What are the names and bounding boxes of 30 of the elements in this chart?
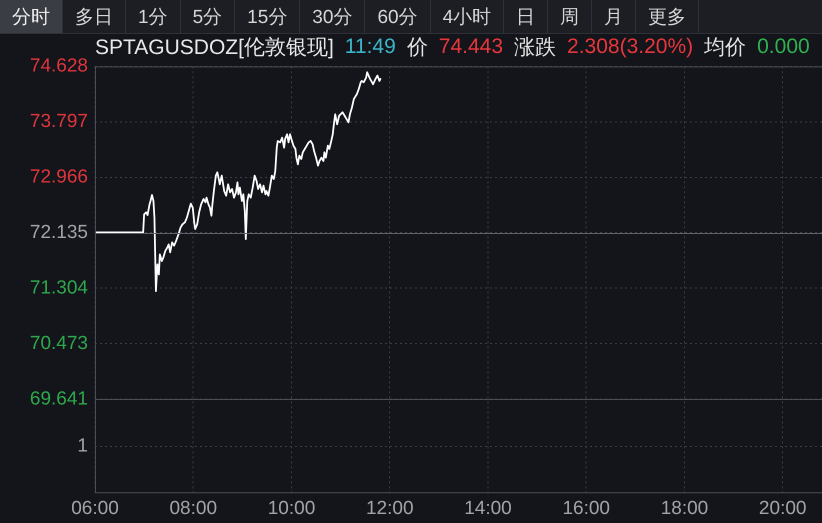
y-tick-label: 73.797	[30, 111, 88, 132]
tab: 5分	[180, 0, 236, 33]
tab: 30分	[300, 0, 366, 33]
tab: 月	[592, 0, 636, 33]
y-tick-label: 70.473	[30, 332, 88, 354]
y-tick-label: 71.304	[30, 277, 88, 298]
tab: 15分	[235, 0, 300, 33]
x-tick-label: 12:00	[366, 498, 414, 519]
tab: 分时	[0, 0, 63, 33]
tab: 更多	[636, 0, 700, 33]
x-tick-label: 08:00	[169, 498, 218, 519]
x-tick-label: 20:00	[758, 498, 806, 519]
tab: 4小时	[430, 0, 504, 33]
tab: 周	[548, 0, 592, 33]
chart-subtitle: 11:49 价 74.443 涨跌 2.308(3.20%) 均价 0.000	[344, 34, 810, 61]
y-tick-label: 74.628	[30, 56, 88, 77]
tab: 日	[504, 0, 548, 33]
tab: 多日	[63, 0, 126, 33]
text: 1	[77, 436, 88, 457]
x-tick-label: 10:00	[268, 498, 316, 519]
x-tick-label: 16:00	[562, 498, 610, 519]
y-tick-label: 72.966	[30, 166, 88, 188]
tab: 1分	[126, 0, 181, 33]
chart-title: SPTAGUSDOZ[伦敦银现]	[95, 35, 334, 61]
x-tick-label: 18:00	[660, 498, 708, 519]
y-tick-label: 69.641	[30, 388, 88, 410]
x-tick-label: 06:00	[71, 498, 119, 519]
tab: 60分	[365, 0, 431, 33]
x-tick-label: 14:00	[464, 498, 512, 519]
y-tick-label: 72.135	[30, 222, 88, 243]
